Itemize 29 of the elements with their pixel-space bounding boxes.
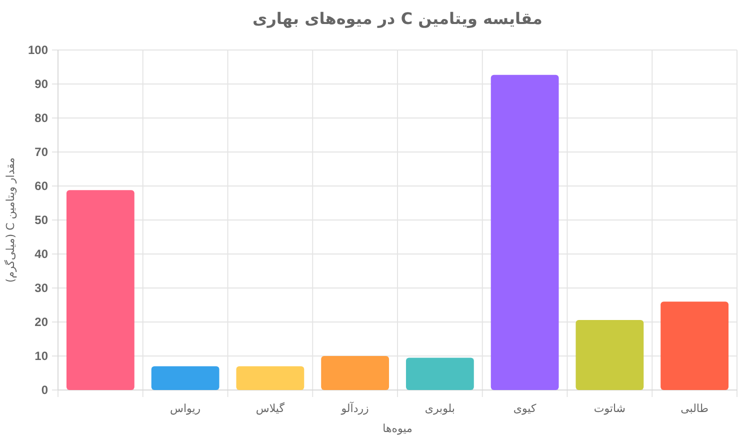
y-tick-label: 70 [34, 145, 48, 159]
bar [406, 358, 474, 390]
x-axis-title: میوه‌ها [382, 422, 413, 435]
x-tick-label: کیوی [513, 402, 537, 415]
y-tick-label: 0 [41, 383, 48, 397]
x-tick-label: ریواس [170, 402, 201, 415]
bar [576, 320, 644, 390]
y-tick-label: 20 [34, 315, 48, 329]
bar [321, 356, 390, 390]
bar [660, 302, 729, 390]
x-tick-label: بلوبری [424, 402, 456, 415]
x-tick-label: زردآلو [340, 401, 369, 415]
x-tick-label: شاتوت [594, 402, 626, 415]
x-tick-label: گیلاس [256, 402, 286, 415]
y-tick-label: 100 [28, 43, 48, 57]
y-tick-label: 10 [34, 349, 48, 363]
bar [66, 190, 134, 390]
y-tick-label: 30 [34, 281, 48, 295]
y-tick-label: 90 [34, 77, 48, 91]
y-tick-label: 60 [34, 179, 48, 193]
bar [151, 366, 220, 390]
chart-title: مقایسه ویتامین C در میوه‌های بهاری [252, 9, 542, 28]
bar [490, 74, 559, 390]
y-tick-label: 40 [34, 247, 48, 261]
x-tick-label: طالبی [680, 402, 709, 415]
y-tick-label: 50 [34, 213, 48, 227]
bar [236, 366, 304, 390]
y-axis-title: مقدار ویتامین C (میلی‌گرم) [4, 157, 17, 283]
y-tick-label: 80 [34, 111, 48, 125]
